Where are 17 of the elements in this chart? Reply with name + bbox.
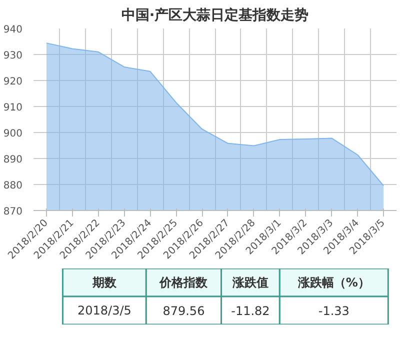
- y-tick-label: 910: [3, 102, 23, 114]
- text: 期数: [91, 276, 118, 290]
- y-tick-label: 940: [3, 24, 23, 36]
- text: -1.33: [318, 304, 350, 318]
- text: -11.82: [231, 304, 270, 318]
- y-tick-label: 900: [3, 128, 23, 140]
- text: 价格指数: [158, 276, 209, 290]
- y-tick-label: 880: [3, 180, 23, 192]
- y-tick-label: 930: [3, 50, 23, 62]
- text: 2018/3/5: [77, 304, 132, 318]
- y-tick-label: 920: [3, 76, 23, 88]
- y-tick-label: 870: [3, 206, 23, 218]
- text: 涨跌幅（%）: [296, 276, 370, 290]
- chart-title: 中国·产区大蒜日定基指数走势: [121, 6, 309, 24]
- text: 879.56: [162, 304, 205, 318]
- y-tick-label: 890: [3, 154, 23, 166]
- text: 涨跌值: [231, 276, 268, 290]
